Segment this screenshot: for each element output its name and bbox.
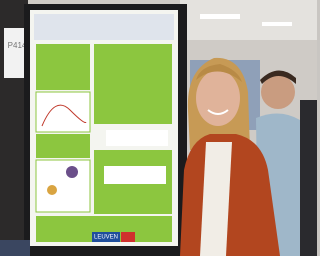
woman-face (196, 70, 240, 126)
person-background (300, 100, 317, 256)
poster-figure (36, 160, 90, 212)
poster-table (104, 166, 166, 184)
ceiling-light (200, 14, 240, 19)
poster-logo (121, 232, 135, 242)
ceiling-light (262, 22, 292, 26)
poster-icon (66, 166, 78, 178)
poster-panel (36, 134, 90, 158)
poster-logo-text: LEUVEN (94, 235, 118, 241)
poster-panel (94, 44, 172, 124)
scene: P414 LEUVEN (0, 0, 317, 256)
poster-panel (36, 44, 90, 90)
ceiling (180, 0, 317, 40)
poster-title-area (34, 14, 174, 40)
floor (0, 240, 30, 256)
poster-table (106, 130, 168, 146)
poster-icon (47, 185, 57, 195)
page: {"sign": {"label": "P414"}, "poster": {"… (0, 0, 317, 256)
poster-figure (36, 92, 90, 132)
